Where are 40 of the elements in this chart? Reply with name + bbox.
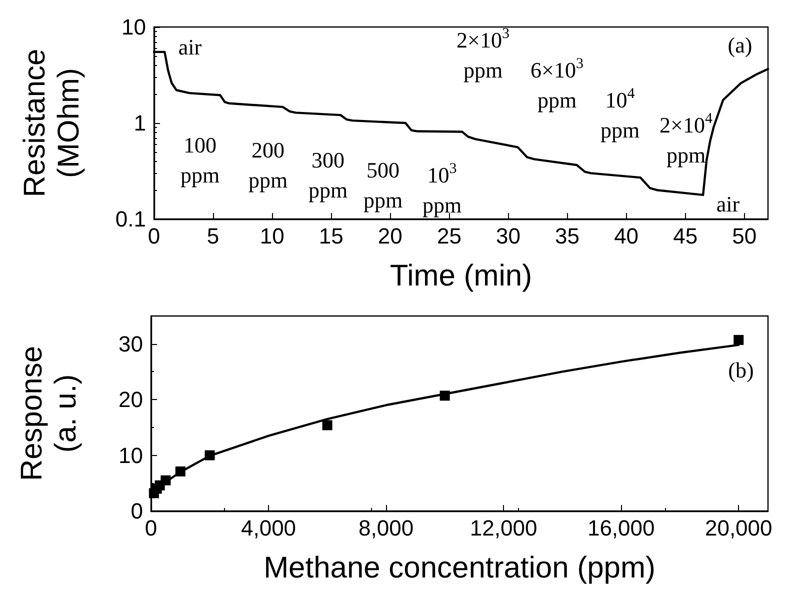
annotation: 300 ppm <box>308 148 348 202</box>
x-tick-label: 20,000 <box>704 516 772 540</box>
x-axis-title: Time (min) <box>390 260 532 292</box>
x-tick-label: 5 <box>206 224 220 248</box>
x-tick-label: 12,000 <box>470 516 538 540</box>
point <box>734 334 744 345</box>
x-tick-label: 45 <box>673 224 698 248</box>
x-tick-label: 35 <box>555 224 580 248</box>
x-tick-label: 8,000 <box>358 516 414 540</box>
y-tick-label: 20 <box>118 387 143 412</box>
annotation: air <box>716 192 740 216</box>
y-tick-label: 10 <box>118 442 143 468</box>
point <box>322 420 332 430</box>
point <box>204 450 215 460</box>
x-tick-label: 16,000 <box>587 516 655 540</box>
x-tick-label: 4,000 <box>240 516 296 540</box>
x-tick-label: 25 <box>436 224 462 248</box>
annotation: (b) <box>728 358 754 382</box>
x-axis-title: Methane concentration (ppm) <box>264 552 656 584</box>
annotation: air <box>178 34 202 60</box>
y-tick-label: 0.1 <box>115 206 146 232</box>
y-axis-title: Response (a. u.) <box>16 346 82 482</box>
point <box>160 475 171 486</box>
annotation: 500 ppm <box>363 158 403 212</box>
y-tick-label: 30 <box>118 331 143 356</box>
y-tick-label: 10 <box>122 14 146 40</box>
x-tick-label: 40 <box>614 224 639 248</box>
x-tick-label: 15 <box>318 224 344 248</box>
annotation: 100 ppm <box>180 132 220 188</box>
annotation: 200 ppm <box>248 138 288 192</box>
y-axis-title: Resistance (MOhm) <box>18 48 86 198</box>
point <box>175 466 186 476</box>
y-tick-label: 0 <box>130 498 143 524</box>
point <box>440 390 450 401</box>
x-tick-label: 20 <box>378 224 402 248</box>
x-tick-label: 30 <box>496 224 520 248</box>
annotation: (a) <box>728 32 752 58</box>
x-tick-label: 50 <box>732 224 757 248</box>
x-tick-label: 10 <box>260 224 284 248</box>
y-tick-label: 1 <box>134 110 146 136</box>
